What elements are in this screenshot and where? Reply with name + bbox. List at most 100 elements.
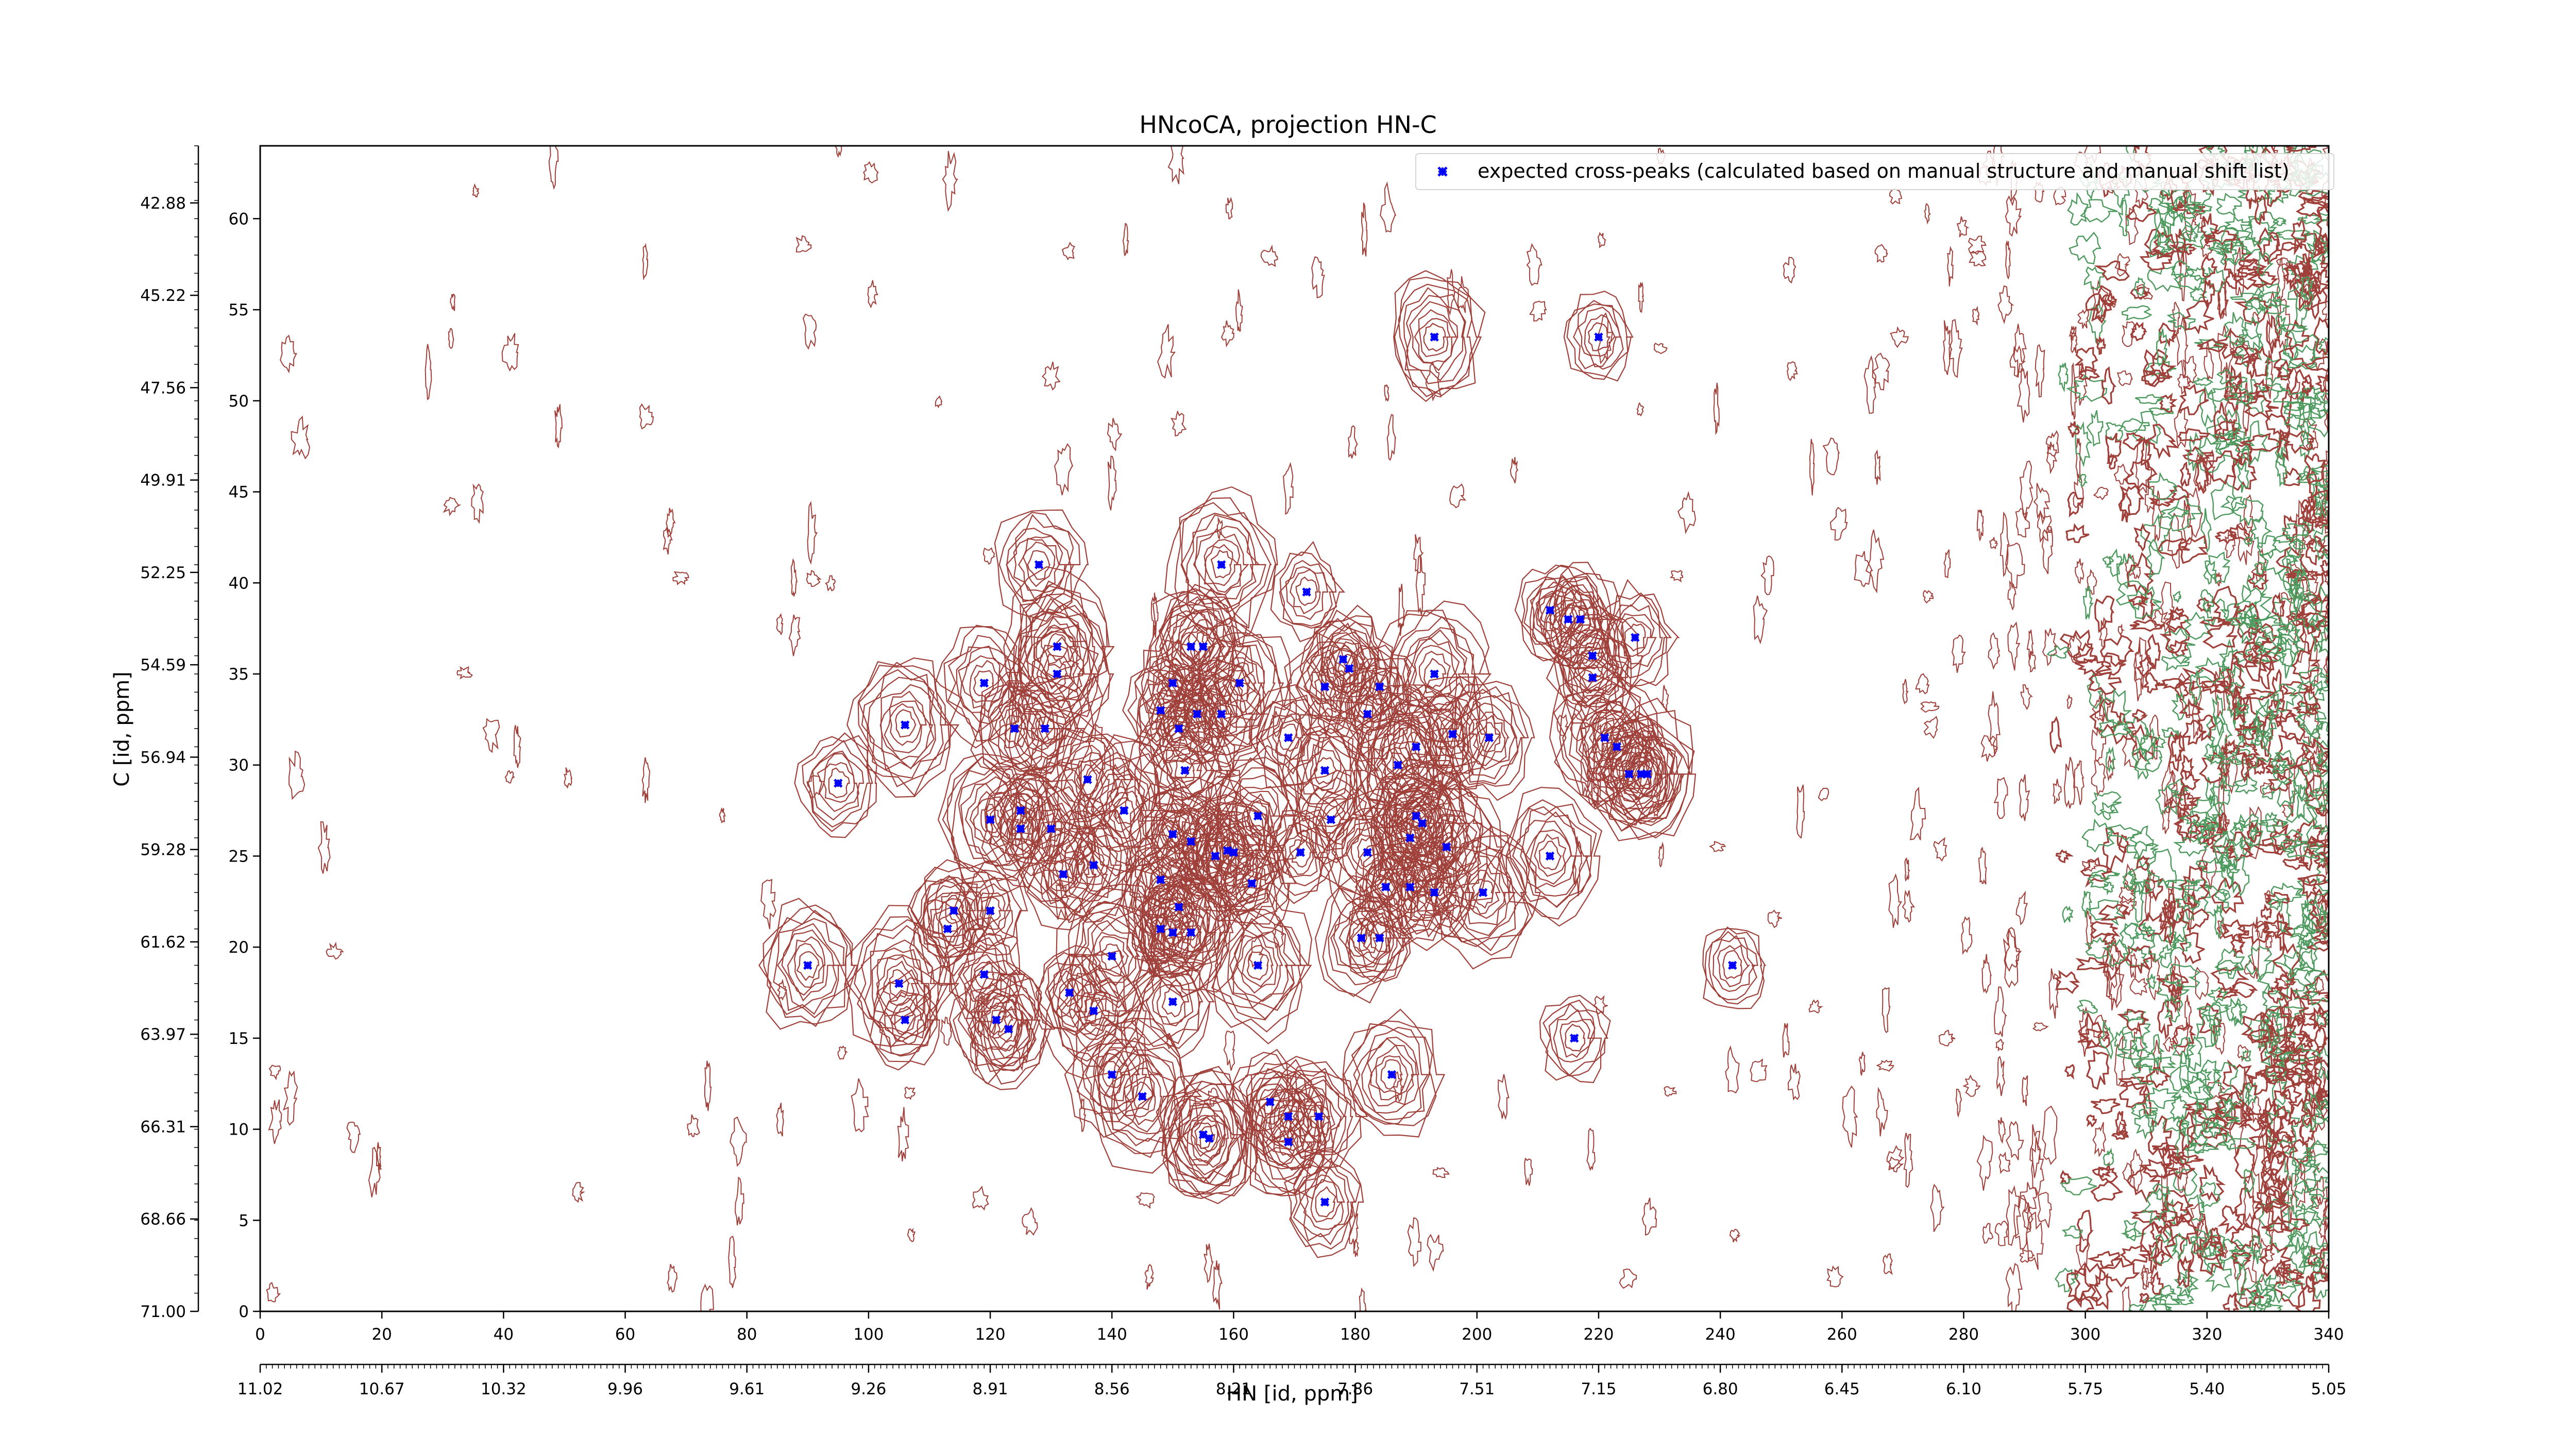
ridge-contour — [2179, 1111, 2196, 1155]
peak-contour — [1585, 711, 1676, 832]
ridge-contour — [2174, 679, 2190, 701]
ridge-contour — [2197, 338, 2228, 353]
cross-peak-marker — [1053, 669, 1062, 679]
negative-contour — [2216, 193, 2242, 217]
peak-contour — [1299, 604, 1399, 728]
peak-contour — [1365, 684, 1470, 811]
noise-contour — [1427, 1234, 1444, 1272]
peak-contour — [970, 974, 1054, 1085]
negative-contour — [2216, 948, 2245, 980]
cross-peak-marker — [979, 970, 989, 979]
x-ppm-tick-label: 5.05 — [2311, 1380, 2346, 1398]
peak-contour — [1180, 618, 1227, 676]
negative-contour — [2131, 741, 2163, 772]
noise-contour — [1216, 516, 1223, 541]
ridge-contour — [2245, 754, 2267, 768]
cross-peak-marker — [1089, 1006, 1098, 1016]
peak-contour — [1224, 848, 1279, 919]
noise-contour — [2114, 252, 2130, 277]
peak-contour — [1322, 887, 1406, 998]
peak-contour — [1365, 857, 1407, 914]
noise-contour — [2181, 499, 2193, 548]
negative-contour — [2290, 984, 2319, 1000]
peak-contour — [1174, 497, 1277, 631]
peak-contour — [1278, 1129, 1299, 1158]
negative-contour — [2273, 217, 2287, 226]
noise-contour — [2028, 650, 2036, 673]
noise-contour — [2015, 890, 2028, 925]
ridge-contour — [2213, 402, 2229, 444]
negative-contour — [2253, 1273, 2276, 1308]
negative-contour — [2270, 882, 2305, 902]
peak-contour — [1168, 747, 1202, 791]
peak-contour — [1584, 314, 1616, 357]
ridge-contour — [2214, 420, 2241, 441]
noise-contour — [2323, 1199, 2329, 1221]
cross-peak-marker — [1186, 837, 1196, 846]
ridge-contour — [2171, 733, 2185, 763]
peak-contour — [1374, 871, 1396, 901]
peak-contour — [1156, 1070, 1255, 1195]
ridge-contour — [2143, 349, 2177, 385]
negative-contour — [2148, 407, 2174, 416]
noise-contour — [2031, 1137, 2045, 1195]
ridge-contour — [2236, 267, 2267, 277]
noise-contour — [1713, 382, 1720, 435]
noise-contour — [2288, 760, 2296, 817]
peak-contour — [1145, 970, 1201, 1040]
peak-contour — [1626, 747, 1669, 801]
noise-contour — [2260, 782, 2276, 796]
ridge-contour — [2294, 1011, 2318, 1026]
cross-peak-marker — [1320, 682, 1330, 691]
peak-contour — [823, 762, 856, 803]
negative-contour — [2195, 435, 2226, 473]
noise-contour — [1890, 326, 1909, 348]
peak-contour — [1141, 856, 1219, 960]
ridge-contour — [2240, 432, 2283, 452]
noise-contour — [1854, 551, 1873, 587]
peak-contour — [793, 942, 825, 988]
noise-contour — [1384, 384, 1389, 402]
noise-contour — [2324, 368, 2329, 431]
ridge-contour — [2075, 957, 2109, 971]
noise-contour — [1669, 570, 1684, 583]
noise-contour — [1221, 320, 1235, 348]
noise-contour — [1529, 300, 1547, 322]
noise-contour — [1948, 319, 1963, 378]
negative-contour — [2126, 840, 2159, 860]
noise-contour — [1969, 250, 1987, 266]
negative-contour — [2143, 1293, 2185, 1305]
peak-contour — [1402, 627, 1470, 716]
peak-contour — [1152, 722, 1224, 818]
peak-contour — [1027, 550, 1051, 580]
noise-contour — [368, 1146, 382, 1197]
ridge-contour — [2301, 737, 2329, 768]
peak-contour — [1538, 840, 1562, 871]
peak-contour — [1010, 763, 1096, 895]
noise-contour — [1760, 555, 1774, 595]
ridge-contour — [2172, 1024, 2197, 1048]
peak-contour — [1165, 609, 1216, 683]
noise-contour — [1150, 593, 1159, 638]
ridge-contour — [2179, 535, 2209, 564]
ridge-contour — [2246, 352, 2257, 380]
noise-contour — [760, 879, 776, 930]
peak-contour — [1370, 790, 1449, 896]
y-index-tick-label: 60 — [229, 210, 249, 228]
peak-contour — [958, 645, 1013, 719]
noise-contour — [2069, 325, 2076, 341]
peak-contour — [1185, 664, 1261, 756]
peak-contour — [1717, 944, 1751, 987]
peak-contour — [1047, 809, 1133, 923]
negative-contour — [2202, 266, 2226, 292]
noise-contour — [472, 183, 480, 198]
noise-contour — [2326, 656, 2329, 684]
cross-peak-marker — [1302, 587, 1311, 597]
noise-contour — [1212, 1260, 1223, 1310]
noise-contour — [2005, 542, 2025, 589]
ridge-contour — [2116, 1008, 2149, 1033]
ridge-contour — [2065, 523, 2090, 543]
peak-contour — [1400, 797, 1433, 839]
x-index-tick-label: 100 — [853, 1325, 884, 1344]
noise-contour — [1750, 1058, 1768, 1083]
